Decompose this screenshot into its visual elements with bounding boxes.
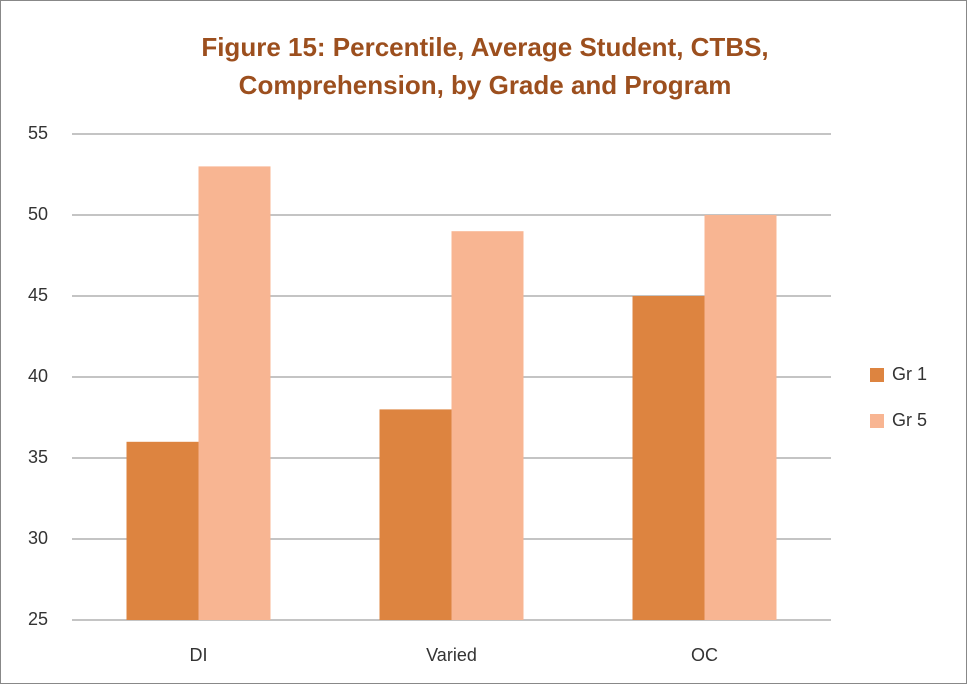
bar bbox=[632, 296, 705, 620]
y-tick-label: 30 bbox=[28, 528, 48, 548]
y-tick-label: 55 bbox=[28, 123, 48, 143]
bar bbox=[704, 215, 777, 620]
y-tick-label: 35 bbox=[28, 447, 48, 467]
y-tick-label: 45 bbox=[28, 285, 48, 305]
bar bbox=[451, 231, 524, 620]
y-tick-label: 50 bbox=[28, 204, 48, 224]
legend-label: Gr 1 bbox=[892, 364, 927, 384]
x-tick-label: Varied bbox=[426, 645, 477, 665]
legend-label: Gr 5 bbox=[892, 410, 927, 430]
x-tick-label: DI bbox=[190, 645, 208, 665]
y-tick-label: 40 bbox=[28, 366, 48, 386]
legend-swatch bbox=[870, 414, 884, 428]
bar bbox=[126, 441, 199, 620]
chart-title: Figure 15: Percentile, Average Student, … bbox=[201, 32, 769, 100]
x-tick-label: OC bbox=[691, 645, 718, 665]
bar bbox=[379, 409, 452, 620]
bar bbox=[198, 166, 271, 620]
y-tick-label: 25 bbox=[28, 609, 48, 629]
legend-swatch bbox=[870, 368, 884, 382]
